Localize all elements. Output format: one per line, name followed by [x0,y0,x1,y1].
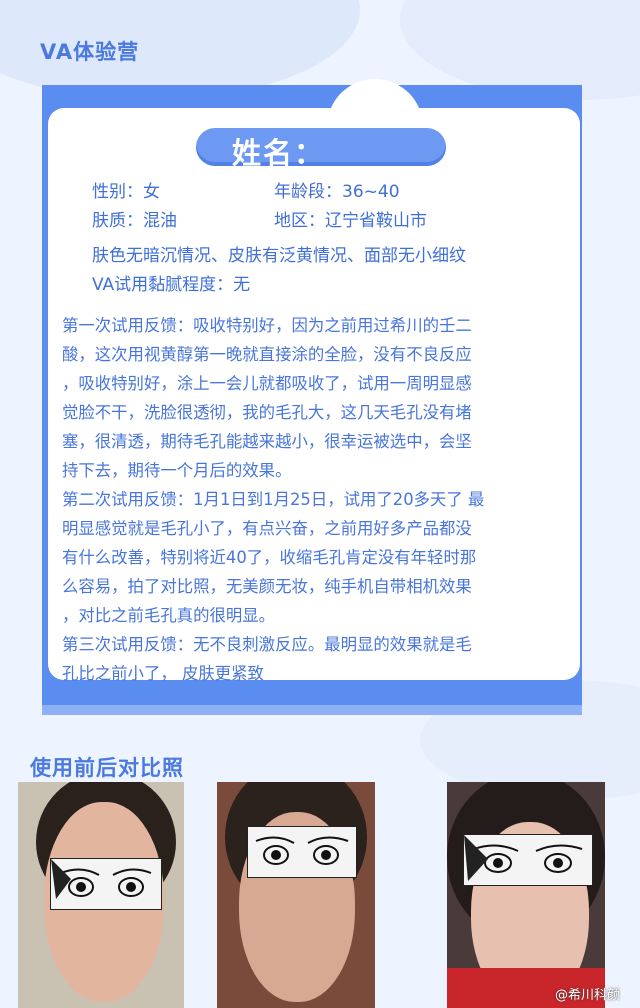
feedback-line: 有什么改善，特别将近40了，收缩毛孔肯定没有年轻时那 [62,548,477,567]
feedback-line: 么容易，拍了对比照，无美颜无妆，纯手机自带相机效果 [62,577,472,596]
eye-censor-sticker [50,858,162,910]
card-bottom-stripe [42,705,582,715]
gender-text: 性别：女 [92,182,160,202]
feedback-line: ，吸收特别好，涂上一会儿就都吸收了，试用一周明显感 [62,374,472,393]
skin-condition-text: 肤色无暗沉情况、皮肤有泛黄情况、面部无小细纹 [92,246,466,266]
feedback-line: 持下去，期待一个月后的效果。 [62,461,292,480]
comparison-photo-3 [447,782,605,1008]
feedback-line: 塞，很清透，期待毛孔能越来越小，很幸运被选中，会坚 [62,432,472,451]
stickiness-text: VA试用黏腻程度：无 [92,275,251,295]
feedback-line: 酸，这次用视黄醇第一晚就直接涂的全脸，没有不良反应 [62,345,472,364]
region-text: 地区：辽宁省鞍山市 [274,211,427,231]
feedback-line: 孔比之前小了， 皮肤更紧致 [62,664,264,683]
watermark: @希川科颜 [554,988,620,1003]
name-label: 姓名： [232,136,326,170]
feedback-line: 明显感觉就是毛孔小了，有点兴奋，之前用好多产品都没 [62,519,472,538]
feedback-line: 第一次试用反馈：吸收特别好，因为之前用过希川的壬二 [62,316,472,335]
feedback-line: 觉脸不干，洗脸很透彻，我的毛孔大，这几天毛孔没有堵 [62,403,472,422]
skin-type-text: 肤质：混油 [92,211,177,231]
age-text: 年龄段：36~40 [274,182,400,202]
comparison-photo-1 [18,782,184,1008]
name-pill [196,128,446,166]
comparison-title: 使用前后对比照 [30,756,184,780]
page-title: VA体验营 [40,40,140,64]
eye-censor-sticker [247,826,357,878]
feedback-line: 第二次试用反馈：1月1日到1月25日，试用了20多天了 最 [62,490,485,509]
feedback-line: 第三次试用反馈：无不良刺激反应。最明显的效果就是毛 [62,635,472,654]
red-collar [447,968,605,1008]
profile-card [48,108,580,680]
eye-censor-sticker [463,834,593,886]
feedback-text: 第一次试用反馈：吸收特别好，因为之前用过希川的壬二 酸，这次用视黄醇第一晚就直接… [62,311,572,688]
comparison-photo-2 [217,782,375,1008]
feedback-line: ，对比之前毛孔真的很明显。 [62,606,276,625]
